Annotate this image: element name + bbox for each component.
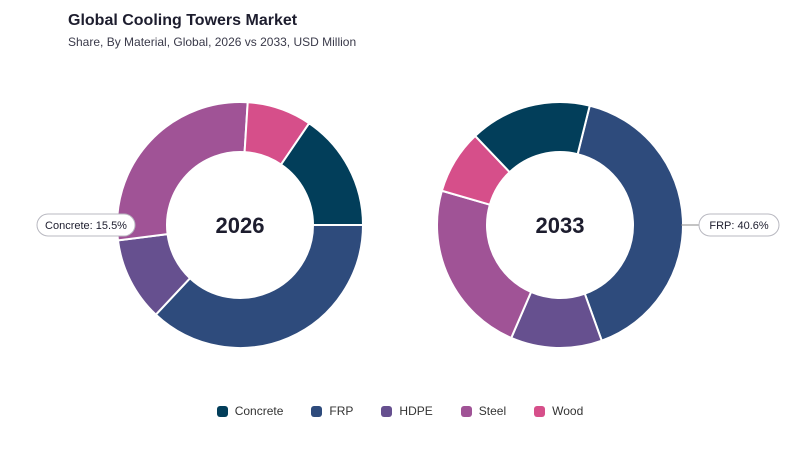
slice-2026-concrete[interactable] bbox=[279, 121, 365, 226]
slice-2026-steel[interactable] bbox=[116, 101, 249, 242]
donut-charts: 2026 Concrete: 15.5% 2033 FRP: 40.6% bbox=[36, 101, 780, 349]
callout-text: Concrete: 15.5% bbox=[45, 220, 127, 232]
slice-2033-steel[interactable] bbox=[436, 189, 533, 340]
legend-swatch bbox=[216, 405, 228, 417]
chart-title: Global Cooling Towers Market bbox=[68, 12, 298, 29]
legend-label: HDPE bbox=[399, 404, 433, 418]
callout-pill bbox=[36, 213, 136, 237]
legend-swatch bbox=[381, 405, 393, 417]
legend-label: FRP bbox=[329, 404, 354, 418]
legend-swatch bbox=[460, 405, 472, 417]
center-label-2026: 2026 bbox=[216, 213, 265, 238]
legend-item-steel[interactable]: Steel bbox=[460, 404, 507, 418]
legend: Concrete FRP HDPE Steel Wood bbox=[0, 404, 800, 418]
slice-2026-frp[interactable] bbox=[154, 224, 365, 349]
legend-label: Wood bbox=[552, 404, 584, 418]
callout-2026: Concrete: 15.5% bbox=[36, 213, 136, 237]
slice-2033-concrete[interactable] bbox=[473, 101, 591, 174]
callout-2033: FRP: 40.6% bbox=[698, 213, 780, 237]
legend-swatch bbox=[311, 405, 323, 417]
legend-item-concrete[interactable]: Concrete bbox=[216, 404, 284, 418]
legend-item-hdpe[interactable]: HDPE bbox=[381, 404, 433, 418]
callout-text: FRP: 40.6% bbox=[709, 220, 769, 232]
legend-swatch bbox=[534, 405, 546, 417]
slice-2033-frp[interactable] bbox=[576, 104, 684, 342]
legend-label: Steel bbox=[478, 404, 507, 418]
legend-label: Concrete bbox=[234, 404, 284, 418]
legend-item-frp[interactable]: FRP bbox=[311, 404, 353, 418]
center-label-2033: 2033 bbox=[536, 213, 585, 238]
chart-subtitle: Share, By Material, Global, 2026 vs 2033… bbox=[68, 35, 357, 49]
callout-pill bbox=[698, 213, 780, 237]
legend-item-wood[interactable]: Wood bbox=[534, 404, 583, 418]
